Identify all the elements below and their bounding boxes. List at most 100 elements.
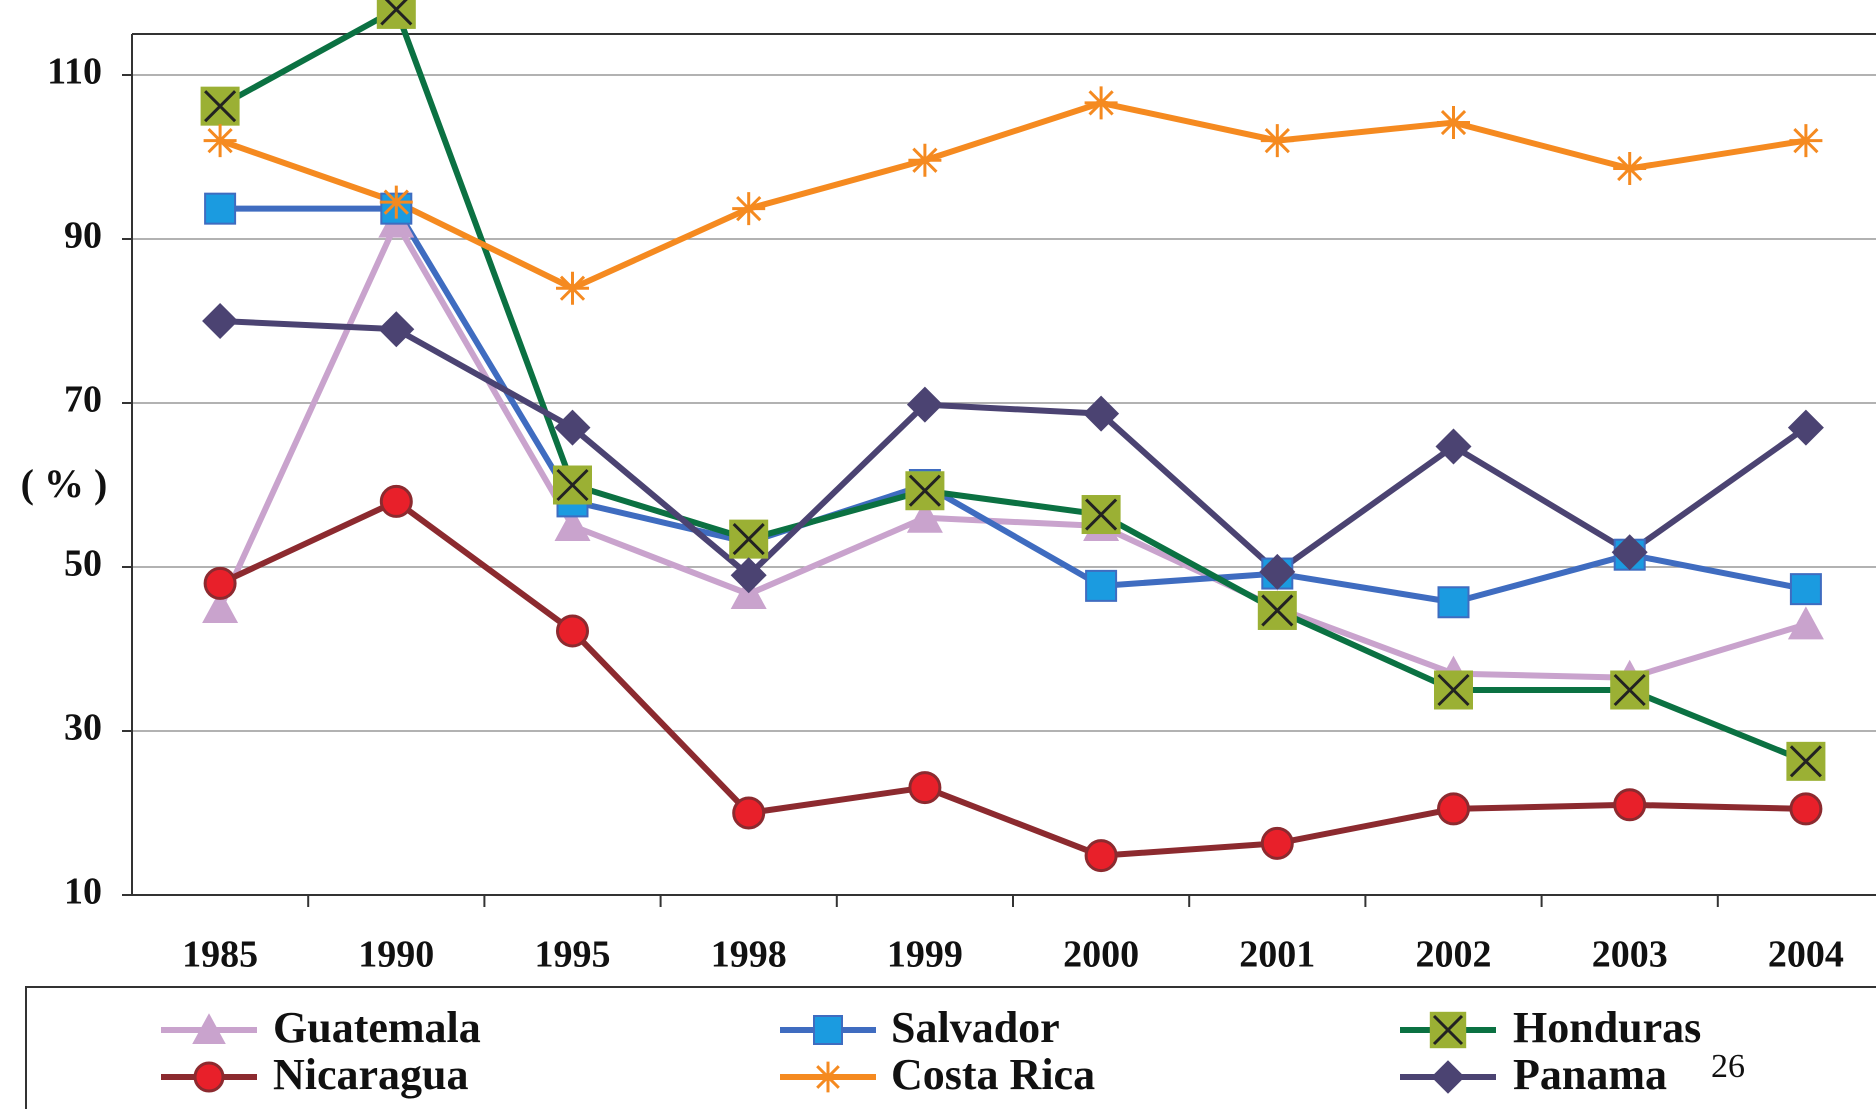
marker-part	[732, 192, 766, 226]
marker	[193, 1061, 225, 1093]
series-line	[219, 99, 1807, 292]
marker-part	[1431, 1060, 1465, 1094]
marker	[204, 192, 237, 225]
marker-part	[202, 303, 239, 339]
marker	[1434, 670, 1473, 710]
marker-part	[1084, 86, 1118, 120]
y-tick-label: 90	[64, 215, 102, 257]
x-tick-label: 2004	[1768, 934, 1844, 976]
marker	[730, 557, 767, 594]
marker	[908, 143, 942, 177]
series-line	[217, 219, 1807, 681]
marker-part	[908, 474, 941, 507]
marker-part	[1432, 1014, 1464, 1046]
marker-part	[906, 386, 943, 423]
marker	[813, 1015, 843, 1045]
legend-box	[25, 986, 1876, 1109]
x-tick-label: 1999	[887, 934, 963, 976]
y-tick-label: 70	[64, 379, 102, 421]
marker-part	[1789, 745, 1822, 778]
x-tick-label: 1995	[535, 934, 611, 976]
marker	[203, 566, 237, 600]
marker	[554, 508, 591, 541]
marker-part	[1437, 106, 1470, 140]
marker	[1613, 151, 1647, 185]
marker-part	[1789, 124, 1823, 158]
marker-part	[1437, 792, 1470, 826]
marker	[1084, 86, 1118, 120]
marker	[1437, 586, 1470, 619]
marker-part	[732, 523, 765, 556]
marker	[379, 484, 413, 518]
marker-part	[1789, 792, 1823, 826]
marker	[1610, 670, 1650, 710]
marker-part	[203, 566, 237, 600]
marker-part	[908, 771, 942, 805]
legend-label: Honduras	[1513, 1003, 1701, 1052]
marker	[1786, 741, 1826, 781]
marker	[732, 796, 766, 830]
marker	[1611, 534, 1648, 571]
marker-part	[730, 557, 767, 594]
y-tick-label: 30	[64, 707, 102, 749]
marker-part	[1787, 606, 1824, 640]
x-tick-label: 2002	[1416, 934, 1492, 976]
marker	[1431, 1060, 1465, 1094]
y-tick-label: 10	[64, 871, 102, 913]
marker-part	[812, 1061, 844, 1093]
marker	[203, 124, 237, 158]
marker	[379, 185, 413, 219]
marker	[1083, 395, 1120, 432]
marker	[1787, 606, 1824, 640]
marker-part	[1435, 428, 1472, 465]
marker	[1084, 839, 1118, 873]
marker-part	[1613, 151, 1647, 185]
marker-part	[1789, 573, 1822, 606]
marker	[1787, 409, 1824, 446]
marker	[906, 499, 943, 533]
marker-part	[1437, 673, 1470, 707]
marker-part	[556, 468, 589, 502]
marker	[1429, 1011, 1467, 1049]
marker	[1613, 788, 1647, 822]
marker-part	[1083, 395, 1120, 432]
marker	[1081, 495, 1121, 535]
marker-part	[202, 590, 239, 623]
marker	[905, 471, 945, 511]
marker	[192, 1013, 226, 1044]
marker-part	[203, 124, 237, 158]
marker-part	[1084, 839, 1118, 873]
y-tick-label: 50	[64, 543, 102, 585]
marker	[729, 519, 769, 559]
marker	[908, 771, 942, 805]
marker-part	[732, 796, 766, 830]
x-tick-label: 1990	[358, 934, 434, 976]
marker-part	[554, 409, 591, 446]
marker	[732, 192, 766, 226]
marker-part	[1611, 534, 1648, 571]
marker-part	[204, 90, 237, 123]
marker-part	[554, 508, 591, 541]
marker	[553, 465, 592, 505]
marker	[1085, 569, 1118, 602]
marker	[554, 409, 591, 446]
marker-part	[1613, 788, 1647, 822]
marker-part	[204, 192, 237, 225]
series-line	[219, 318, 1808, 579]
marker	[1437, 792, 1470, 826]
marker	[1789, 124, 1823, 158]
marker-part	[1437, 586, 1470, 619]
y-tick-label: 110	[47, 51, 102, 93]
marker-part	[378, 311, 415, 348]
marker	[378, 311, 415, 348]
page-number: 26	[1711, 1048, 1745, 1085]
series-line	[218, 6, 1808, 765]
marker-part	[1260, 826, 1294, 860]
x-tick-label: 2000	[1063, 934, 1139, 976]
x-tick-label: 1998	[711, 934, 787, 976]
legend-label: Costa Rica	[891, 1050, 1095, 1099]
marker-part	[1787, 409, 1824, 446]
marker	[202, 590, 239, 623]
marker-part	[380, 0, 413, 26]
marker	[1260, 124, 1294, 158]
